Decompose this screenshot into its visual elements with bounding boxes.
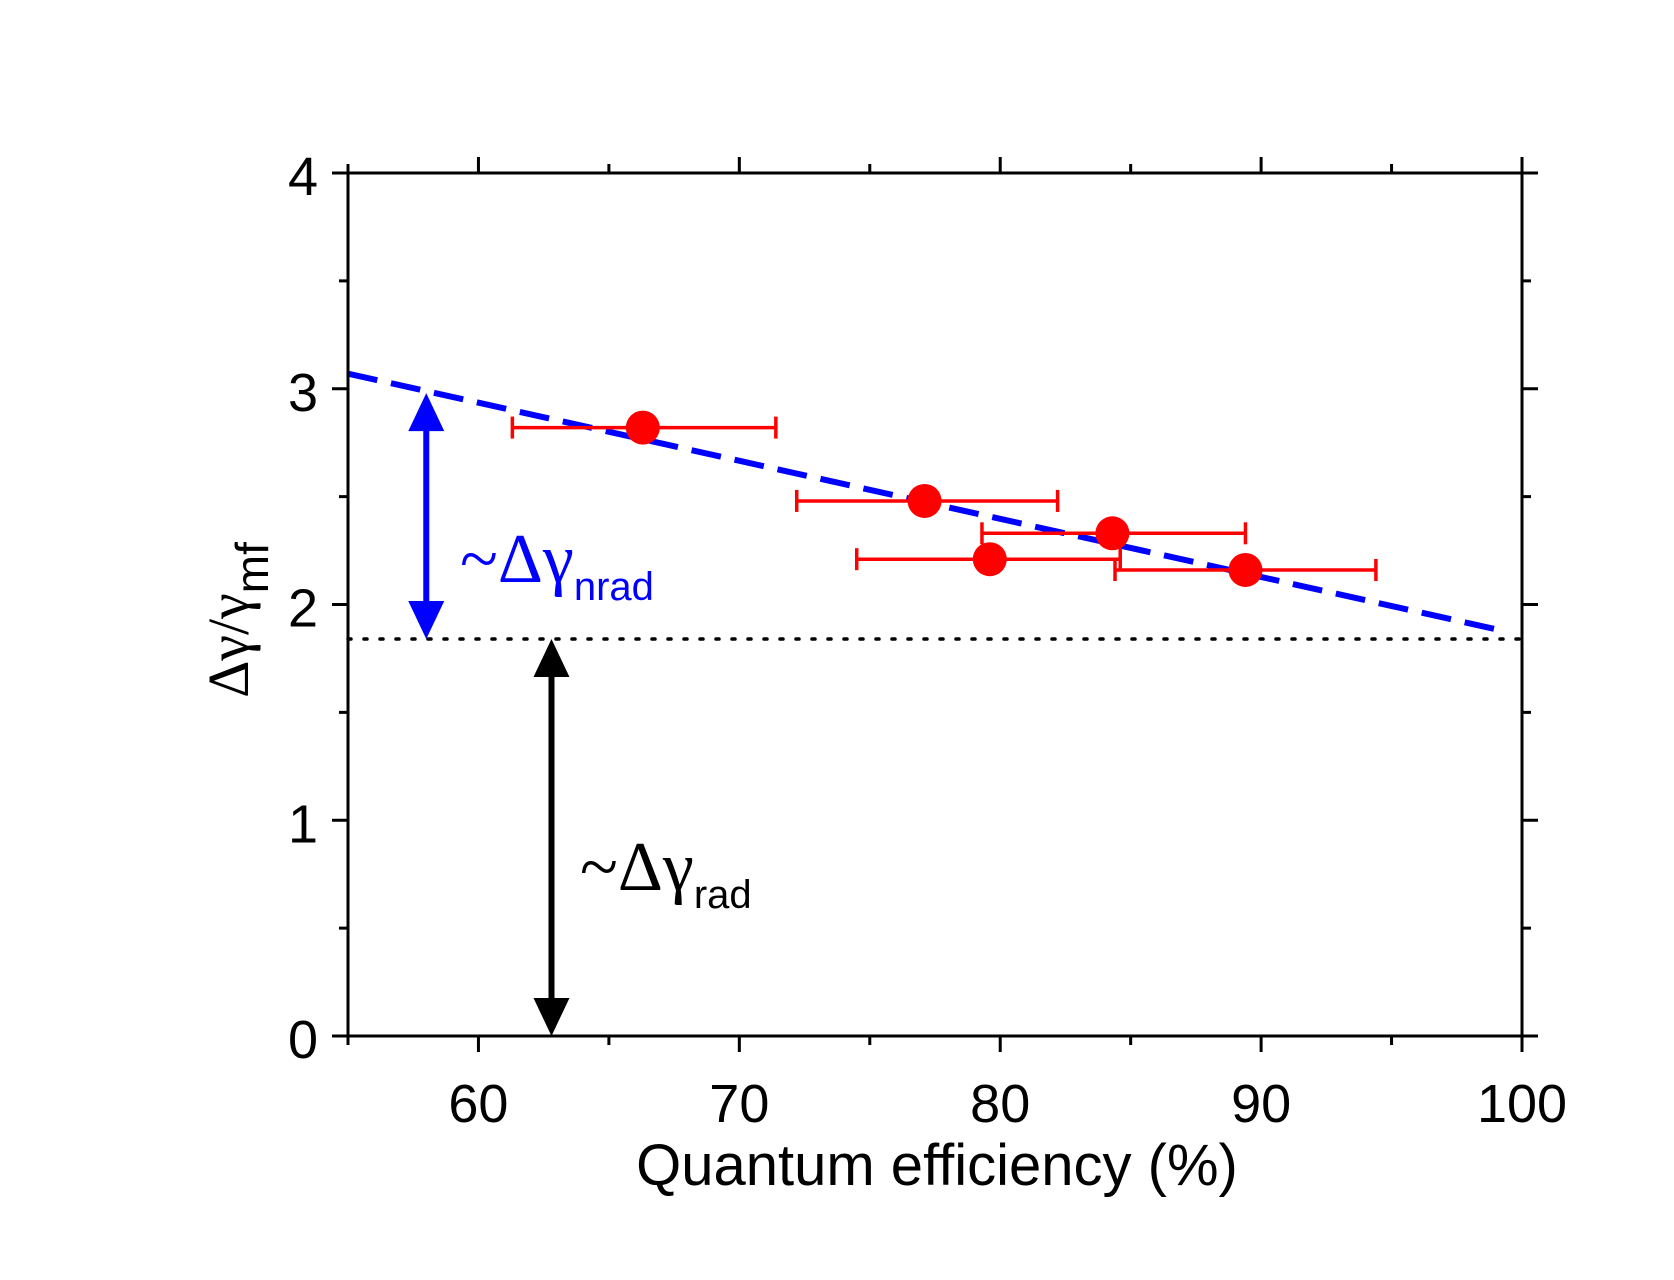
y-tick-label: 1 bbox=[288, 794, 318, 854]
annotation-rad: ~Δγrad bbox=[580, 829, 752, 917]
y-tick-label: 3 bbox=[288, 363, 318, 423]
y-axis-title-subscript: mf bbox=[226, 542, 278, 593]
annotation-nrad-main: ~Δγ bbox=[460, 521, 574, 598]
x-tick-label: 90 bbox=[1231, 1074, 1291, 1134]
data-point bbox=[1095, 516, 1130, 551]
x-tick-label: 70 bbox=[709, 1074, 769, 1134]
annotation-rad-main: ~Δγ bbox=[580, 829, 694, 906]
x-tick-label: 60 bbox=[448, 1074, 508, 1134]
plot-frame bbox=[346, 171, 1524, 1038]
annotation-rad-subscript: rad bbox=[694, 873, 752, 917]
annotation-nrad-subscript: nrad bbox=[574, 565, 654, 609]
data-point bbox=[972, 542, 1007, 577]
y-axis-title-main: Δγ/γ bbox=[196, 593, 261, 698]
arrow-radiative-head-down bbox=[533, 998, 570, 1036]
data-point bbox=[1228, 552, 1263, 587]
y-tick-label: 2 bbox=[288, 579, 318, 639]
x-tick-label: 100 bbox=[1477, 1074, 1567, 1134]
arrow-radiative-head-up bbox=[533, 639, 570, 678]
x-axis-title: Quantum efficiency (%) bbox=[636, 1133, 1238, 1198]
y-axis-title: Δγ/γmf bbox=[196, 542, 278, 698]
y-tick-label: 0 bbox=[288, 1010, 318, 1070]
arrow-nonradiative-head-up bbox=[408, 393, 445, 432]
data-point bbox=[907, 483, 942, 518]
x-tick-label: 80 bbox=[970, 1074, 1030, 1134]
y-tick-label: 4 bbox=[288, 147, 318, 207]
annotation-nrad: ~Δγnrad bbox=[460, 521, 654, 609]
arrow-nonradiative-head-down bbox=[408, 601, 445, 640]
data-point bbox=[625, 410, 660, 445]
